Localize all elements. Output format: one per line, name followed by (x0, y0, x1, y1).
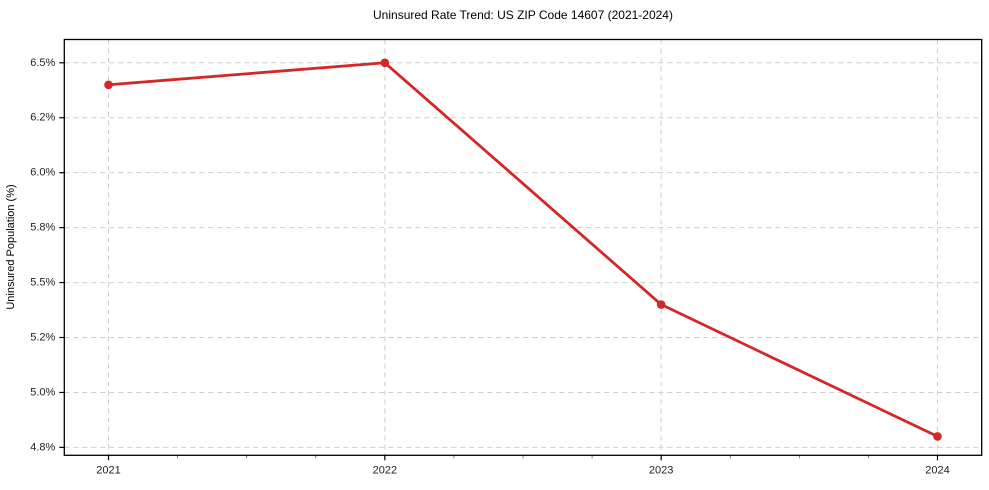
y-tick-label: 6.0% (30, 167, 55, 179)
x-tick-label: 2021 (96, 464, 120, 476)
trend-line (107, 61, 939, 438)
y-tick-label: 5.8% (30, 222, 55, 234)
y-tick-label: 5.0% (30, 386, 55, 398)
y-tick-label: 5.5% (30, 277, 55, 289)
data-point-marker (380, 58, 390, 68)
x-tick-label: 2022 (373, 464, 397, 476)
chart-title: Uninsured Rate Trend: US ZIP Code 14607 … (373, 8, 673, 22)
x-tick-label: 2023 (649, 464, 673, 476)
data-point-marker (656, 300, 666, 309)
y-tick-label: 6.5% (30, 57, 55, 69)
y-tick-label: 5.2% (30, 332, 55, 344)
x-tick-label: 2024 (925, 464, 949, 476)
y-tick-label: 6.2% (30, 112, 55, 124)
y-tick-label: 4.8% (30, 441, 55, 453)
data-point-marker (933, 432, 942, 441)
data-point-marker (104, 80, 113, 90)
plot-border (63, 38, 983, 456)
